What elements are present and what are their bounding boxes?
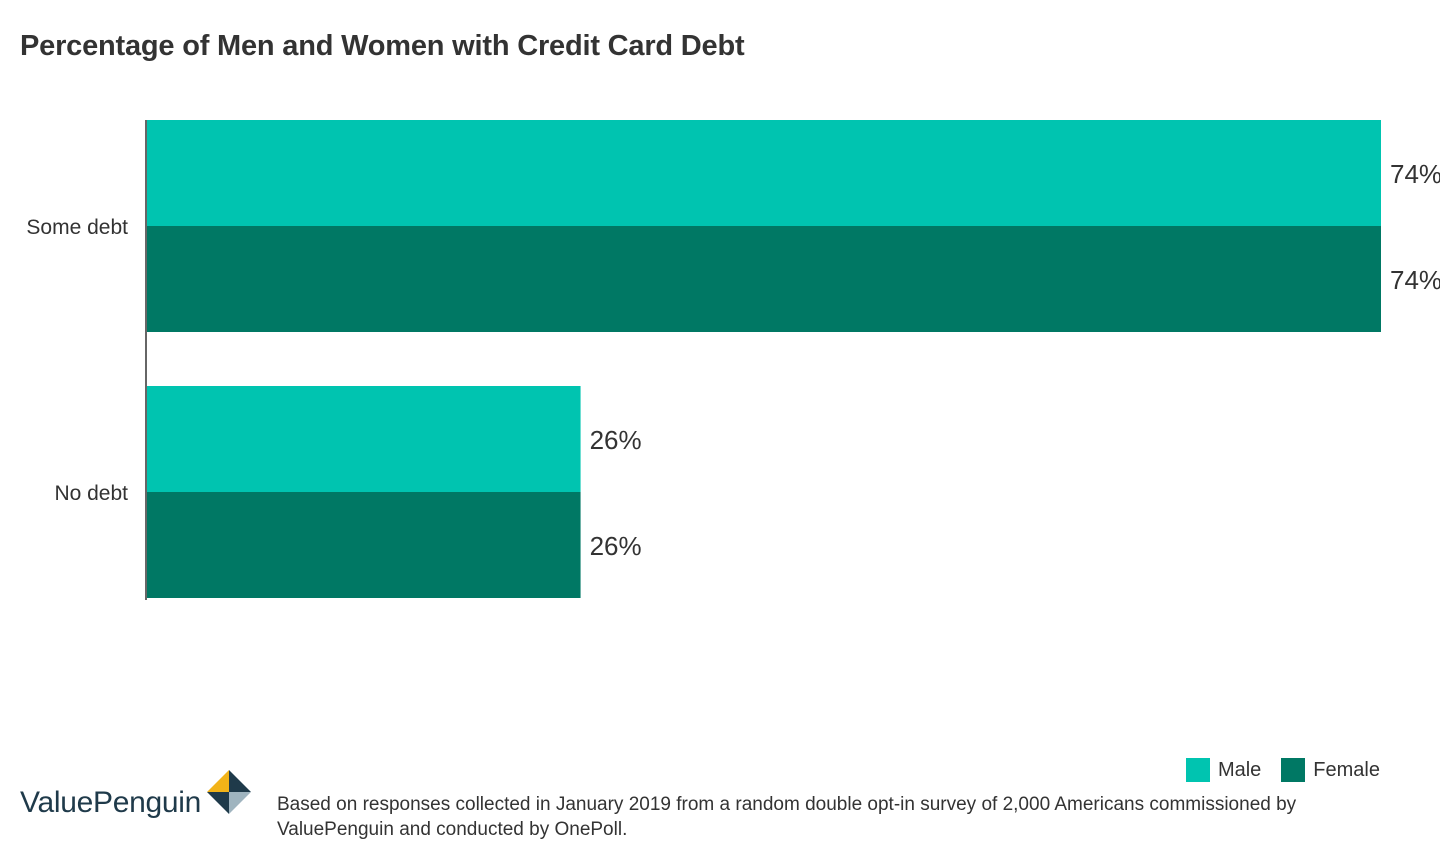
bar-male — [147, 386, 581, 492]
bar-female — [147, 226, 1381, 332]
bar-chart: Some debt 74% 74% No debt 26% 26% — [26, 120, 1440, 600]
valuepenguin-logo-icon — [207, 770, 251, 821]
data-label: 74% — [1390, 265, 1440, 295]
brand-name: ValuePenguin — [20, 785, 201, 819]
chart-title: Percentage of Men and Women with Credit … — [20, 30, 745, 62]
legend-item-male: Male — [1185, 758, 1262, 782]
data-label: 74% — [1390, 159, 1440, 189]
data-label: 26% — [590, 425, 642, 455]
brand: ValuePenguin — [20, 770, 251, 821]
legend-swatch-female — [1281, 758, 1306, 782]
bar-male — [147, 120, 1381, 226]
legend-swatch-male — [1185, 758, 1210, 782]
y-tick-label: Some debt — [26, 216, 128, 239]
y-tick-label: No debt — [54, 482, 128, 505]
source-note: Based on responses collected in January … — [277, 794, 1297, 840]
legend-label-male: Male — [1217, 758, 1262, 781]
data-label: 26% — [590, 531, 642, 561]
legend-label-female: Female — [1313, 758, 1380, 781]
footer: ValuePenguin Based on responses collecte… — [20, 770, 1420, 842]
legend-item-female: Female — [1281, 758, 1380, 782]
chart-legend: Male Female — [1166, 758, 1380, 782]
bar-female — [147, 492, 581, 598]
